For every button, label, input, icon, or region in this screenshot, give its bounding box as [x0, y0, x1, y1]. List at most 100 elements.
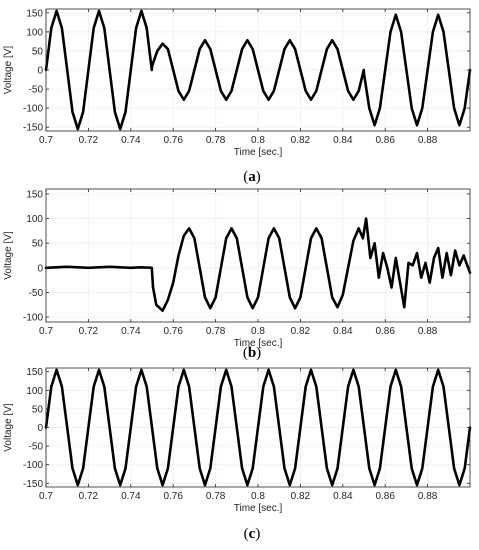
data-point — [382, 252, 384, 254]
data-point — [146, 385, 148, 388]
data-point — [151, 267, 153, 269]
data-point — [209, 467, 211, 470]
x-tick-label: 0.86 — [375, 135, 395, 146]
data-point — [389, 385, 392, 388]
data-point — [109, 69, 111, 71]
data-point — [450, 274, 452, 276]
data-point — [310, 369, 312, 371]
data-point — [458, 484, 460, 486]
x-axis-label: Time [sec.] — [234, 147, 283, 158]
data-point — [399, 281, 401, 284]
data-point — [294, 307, 296, 309]
data-point — [352, 369, 354, 371]
data-point — [103, 385, 105, 388]
data-point — [299, 69, 301, 71]
data-point — [347, 385, 349, 388]
data-point — [188, 90, 190, 92]
data-point — [124, 111, 127, 113]
x-tick-label: 0.84 — [333, 326, 353, 337]
data-point — [411, 107, 413, 109]
data-point — [236, 237, 238, 239]
x-tick-label: 0.78 — [206, 491, 226, 502]
data-point — [403, 306, 405, 308]
data-point — [82, 111, 84, 113]
data-point — [246, 39, 248, 41]
data-point — [151, 69, 153, 71]
data-point — [315, 385, 317, 388]
data-point — [268, 369, 270, 371]
data-point — [299, 426, 301, 429]
data-point — [463, 254, 465, 257]
data-point — [98, 10, 100, 12]
data-point — [230, 385, 233, 388]
data-point — [358, 90, 360, 92]
data-point — [294, 467, 296, 470]
panel-caption: (c) — [244, 526, 261, 542]
data-point — [66, 69, 68, 71]
y-tick-label: 0 — [37, 263, 43, 274]
chart-panel-a: 0.7 0.72 0.74 0.76 0.78 0.8 0.82 0.84 0.86 0.88 15… — [3, 8, 472, 185]
data-point — [464, 467, 466, 470]
data-point — [331, 39, 333, 41]
data-point — [448, 69, 450, 71]
data-point — [177, 90, 180, 92]
data-point — [225, 99, 227, 101]
data-point — [82, 467, 84, 470]
data-point — [93, 385, 95, 388]
data-point — [441, 277, 444, 279]
y-tick-label: 100 — [26, 214, 43, 225]
data-point — [315, 90, 317, 92]
data-point — [368, 107, 370, 109]
data-point — [172, 281, 174, 284]
data-point — [66, 426, 68, 429]
data-point — [114, 111, 116, 113]
y-tick-label: 100 — [26, 386, 43, 397]
data-point — [352, 240, 354, 242]
data-point — [336, 48, 339, 50]
y-tick-label: -100 — [23, 460, 43, 471]
data-point — [289, 39, 291, 41]
data-point — [188, 385, 190, 388]
x-tick-label: 0.8 — [251, 326, 265, 337]
data-point — [151, 426, 153, 429]
data-point — [199, 48, 201, 50]
data-point — [400, 385, 402, 388]
data-point — [427, 426, 429, 429]
data-point — [363, 426, 365, 429]
data-point — [347, 90, 349, 92]
data-point — [93, 27, 95, 29]
data-point — [162, 43, 164, 45]
data-point — [87, 426, 89, 429]
data-point — [374, 242, 376, 244]
y-tick-label: -150 — [23, 479, 43, 490]
data-point — [103, 27, 105, 29]
x-axis-label: Time [sec.] — [234, 503, 283, 514]
x-tick-label: 0.84 — [333, 491, 353, 502]
x-tick-label: 0.7 — [39, 135, 53, 146]
panel-letter: b — [248, 345, 256, 361]
data-point — [140, 266, 142, 268]
data-point — [305, 90, 307, 92]
panel-letter: c — [249, 526, 256, 542]
x-tick-label: 0.86 — [375, 326, 395, 337]
x-tick-label: 0.8 — [251, 491, 265, 502]
data-point — [379, 107, 381, 109]
data-point — [199, 267, 201, 269]
data-point — [257, 69, 259, 71]
data-point — [204, 296, 206, 298]
data-point — [315, 227, 317, 230]
data-point — [199, 467, 201, 470]
data-point — [273, 90, 275, 92]
data-point — [442, 31, 445, 33]
data-point — [283, 48, 286, 50]
data-point — [98, 369, 100, 371]
data-point — [429, 281, 431, 284]
data-point — [50, 27, 52, 29]
y-tick-label: 50 — [32, 404, 44, 415]
data-point — [420, 277, 422, 279]
data-point — [424, 262, 427, 264]
data-point — [130, 267, 132, 269]
data-point — [432, 31, 434, 33]
data-point — [395, 257, 397, 259]
data-point — [299, 296, 301, 298]
